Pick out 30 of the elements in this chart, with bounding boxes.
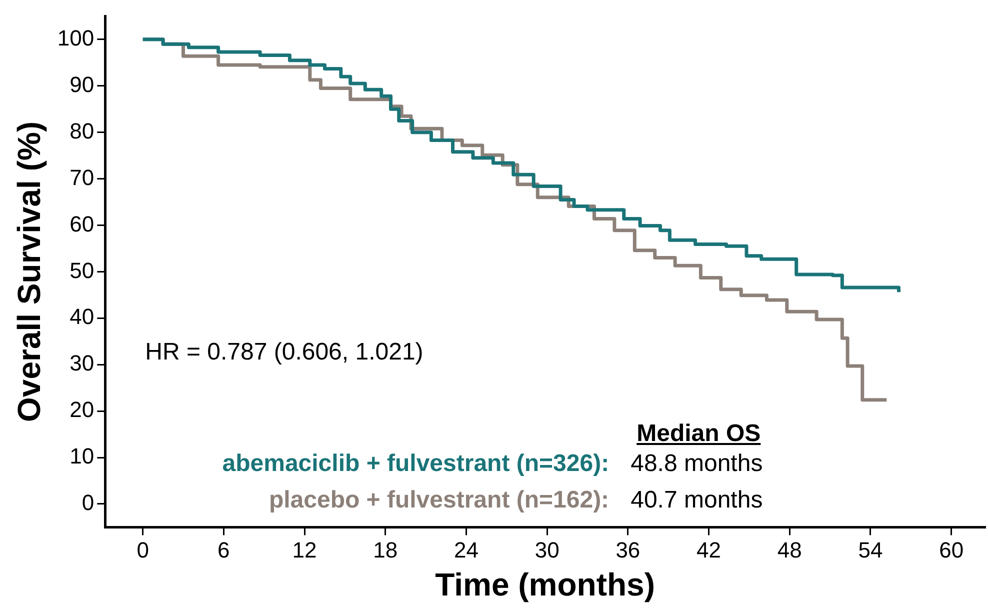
text: placebo + fulvestrant (n=162): — [268, 486, 610, 514]
x-tick-label: 18 — [373, 537, 398, 562]
annotation: HR = 0.787 (0.606, 1.021) — [145, 338, 424, 366]
x-tick-label: 60 — [939, 537, 964, 562]
x-tick-label: 6 — [218, 537, 230, 562]
y-tick-label: 80 — [70, 118, 94, 144]
y-tick-label: 20 — [70, 397, 94, 422]
x-tick-label: 36 — [616, 537, 640, 562]
y-tick-label: 70 — [70, 164, 94, 190]
annotation: 40.7 months — [630, 486, 763, 514]
annotation: 48.8 months — [630, 450, 763, 478]
y-tick-label: 10 — [70, 444, 94, 469]
y-axis-title: Overall Survival (%) — [11, 121, 48, 422]
x-tick-label: 24 — [454, 537, 478, 562]
x-tick-label: 12 — [292, 537, 317, 562]
text: abemaciclib + fulvestrant (n=326): — [222, 450, 610, 478]
y-tick-label: 30 — [70, 350, 94, 376]
x-tick-label: 54 — [858, 537, 883, 562]
x-tick-label: 0 — [136, 537, 149, 562]
y-tick-label: 0 — [82, 490, 94, 516]
x-axis-title: Time (months) — [435, 566, 655, 603]
x-tick-label: 48 — [777, 537, 802, 562]
x-tick-label: 30 — [534, 537, 560, 562]
y-tick-label: 60 — [70, 211, 94, 236]
y-tick-label: 40 — [70, 304, 94, 330]
y-tick-label: 50 — [70, 258, 94, 283]
legend-title: Median OS — [636, 420, 761, 448]
y-tick-label: 90 — [70, 72, 94, 97]
x-tick-label: 42 — [696, 537, 722, 562]
y-tick-label: 100 — [57, 25, 94, 50]
